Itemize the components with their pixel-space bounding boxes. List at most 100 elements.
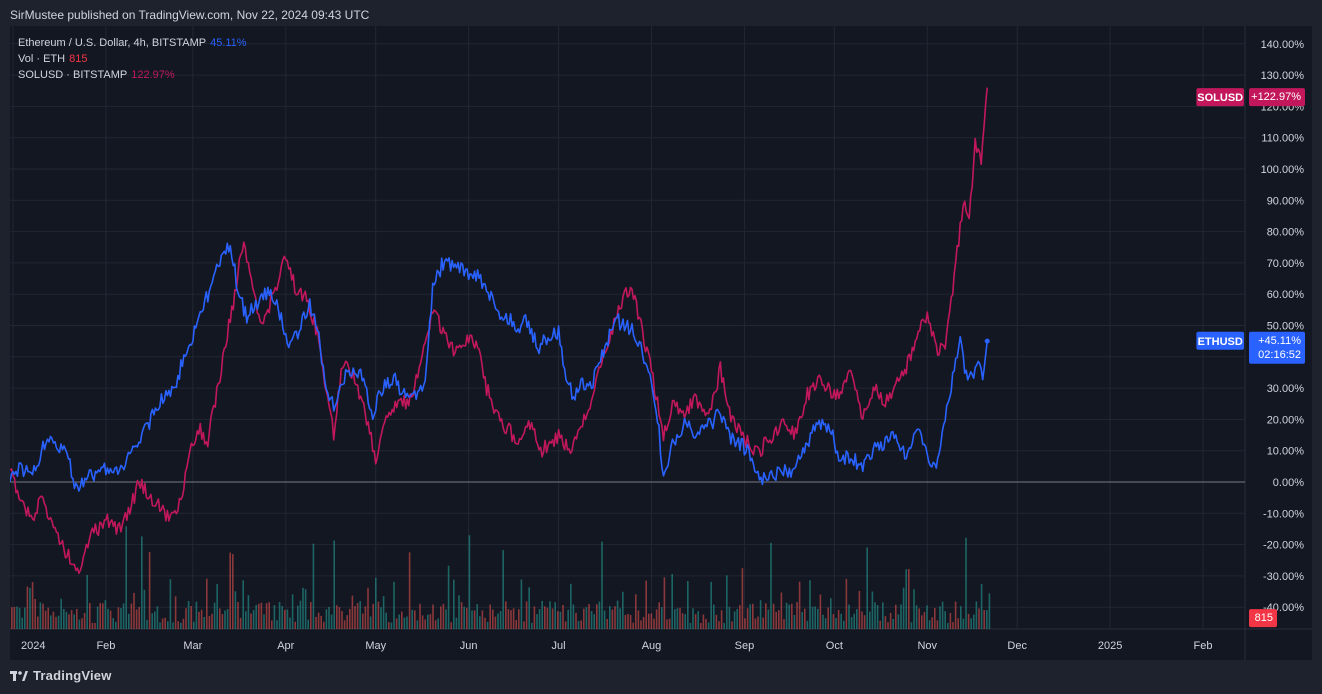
volume-bar [752,603,754,629]
volume-bar [598,601,601,629]
volume-bar [460,602,463,629]
volume-bar [91,622,94,629]
volume-bar [336,605,338,629]
volume-bar [180,622,182,629]
volume-bar [141,536,143,629]
y-tick-label: 90.00% [1267,195,1305,207]
volume-bar [707,622,710,629]
legend-eth[interactable]: Ethereum / U.S. Dollar, 4h, BITSTAMP 45.1… [18,35,247,51]
volume-bar [983,610,985,629]
volume-bar [304,589,307,629]
volume-bar [122,603,125,629]
chart-panel[interactable]: 140.00% 130.00% 120.00% 110.00% 100.00% 90.00… [10,26,1312,660]
volume-bar [424,619,426,629]
legend-volume[interactable]: Vol · ETH 815 [18,51,247,67]
footer-brand[interactable]: TradingView [33,668,112,683]
volume-bar [650,613,653,629]
volume-bar [47,607,49,629]
volume-bar [733,611,736,629]
volume-bar [120,608,122,629]
volume-bar [11,607,13,629]
volume-bar [674,609,676,629]
volume-bar [882,602,884,629]
volume-bar [351,595,354,629]
x-tick-label: 2024 [21,640,45,652]
volume-bar [380,607,382,629]
volume-bar [224,610,226,629]
volume-bar [767,609,770,629]
volume-bar [445,609,447,629]
volume-bar [154,611,156,629]
volume-bar [642,616,645,629]
price-chart[interactable]: 140.00%130.00%120.00%110.00%100.00%90.00… [10,26,1312,660]
volume-bar [135,609,138,629]
volume-bar [42,603,44,629]
volume-bar [635,594,637,629]
x-tick-label: Feb [96,640,115,652]
volume-bar [889,612,892,629]
volume-bar [986,610,988,629]
volume-bar [798,581,801,629]
volume-bar [393,581,395,629]
volume-bar [507,609,510,629]
legend-sol[interactable]: SOLUSD · BITSTAMP 122.97% [18,67,247,83]
volume-bar [515,619,517,629]
volume-bar [616,600,619,629]
volume-bar [962,618,965,629]
y-tick-label: 140.00% [1261,39,1305,51]
volume-bar [102,603,104,629]
volume-bar [148,551,151,629]
legend-sol-name: SOLUSD · BITSTAMP [18,69,128,81]
volume-bar [975,601,978,629]
volume-bar [791,603,793,629]
x-tick-label: Dec [1007,640,1027,652]
volume-bar [330,614,333,629]
volume-bar [104,600,107,629]
volume-bars [11,526,991,629]
volume-bar [432,604,434,629]
volume-bar [614,606,616,629]
volume-bar [502,550,504,629]
volume-bar [728,606,731,629]
volume-bar [861,611,863,629]
volume-bar [687,581,689,629]
volume-bar [601,541,603,629]
y-tick-label: 110.00% [1261,133,1304,145]
volume-bar [13,607,16,629]
volume-bar [892,619,894,629]
volume-bar [970,618,972,629]
volume-bar [297,605,299,629]
volume-bar [89,603,91,629]
volume-bar [76,609,78,629]
solusd-badge: +122.97% SOLUSD [1196,88,1305,107]
y-tick-label: 100.00% [1261,164,1305,176]
ethusd-last-point [984,338,990,344]
volume-bar [596,604,598,629]
ethusd-badge-value-bg [1249,331,1305,364]
volume-bar [237,602,239,629]
volume-bar [780,592,783,629]
volume-bar [419,603,421,629]
volume-bar [278,602,281,629]
volume-bar [346,615,348,629]
volume-bar [471,610,473,629]
volume-bar [34,599,36,629]
volume-bar [390,622,393,629]
volume-bar [897,614,900,629]
volume-bar [726,575,728,629]
tradingview-logo-icon[interactable] [10,670,28,682]
legend-volume-name: Vol · ETH [18,53,66,65]
volume-bar [57,615,60,629]
volume-bar [109,610,112,629]
legend-volume-value: 815 [69,53,88,65]
y-tick-label: 50.00% [1267,321,1305,333]
volume-bar [575,612,577,629]
volume-bar [177,621,179,629]
volume-bar [68,614,70,629]
volume-bar [130,603,133,629]
volume-bar [55,616,57,629]
volume-bar [832,614,835,629]
y-tick-label: 80.00% [1267,227,1305,239]
volume-bar [206,578,208,629]
volume-bar [70,610,73,629]
